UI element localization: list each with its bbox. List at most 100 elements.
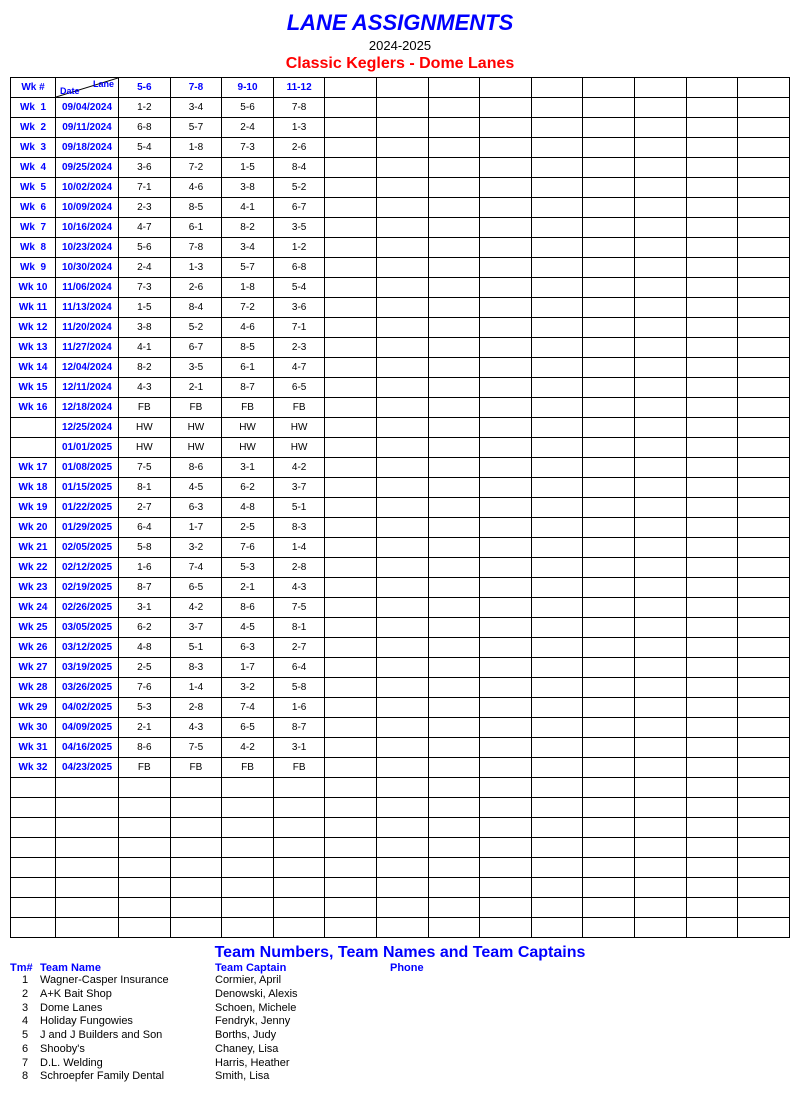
team-row: 8Schroepfer Family DentalSmith, Lisa xyxy=(10,1070,790,1084)
lane-cell: HW xyxy=(273,438,325,458)
lane-cell xyxy=(531,478,583,498)
wk-cell: Wk 12 xyxy=(11,318,56,338)
lane-cell xyxy=(738,538,790,558)
lane-cell xyxy=(480,438,532,458)
lane-cell xyxy=(531,398,583,418)
lane-cell xyxy=(480,98,532,118)
lane-cell xyxy=(635,338,687,358)
lane-cell: 6-3 xyxy=(170,498,222,518)
lane-cell xyxy=(325,458,377,478)
wk-cell: Wk 19 xyxy=(11,498,56,518)
empty-cell xyxy=(480,838,532,858)
empty-cell xyxy=(119,838,171,858)
lane-cell: 7-6 xyxy=(119,678,171,698)
lane-cell xyxy=(686,238,738,258)
lane-cell: 3-1 xyxy=(273,738,325,758)
lane-cell xyxy=(377,458,429,478)
lane-cell: 2-8 xyxy=(273,558,325,578)
lane-cell xyxy=(428,398,480,418)
lane-cell: 6-2 xyxy=(222,478,274,498)
empty-cell xyxy=(635,858,687,878)
lane-cell: 5-3 xyxy=(119,698,171,718)
lane-cell xyxy=(325,318,377,338)
empty-cell xyxy=(222,858,274,878)
team-captain: Harris, Heather xyxy=(215,1057,390,1071)
date-cell: 11/20/2024 xyxy=(56,318,119,338)
lane-cell xyxy=(377,498,429,518)
table-row: Wk 2503/05/20256-23-74-58-1 xyxy=(11,618,790,638)
lane-cell xyxy=(480,338,532,358)
lane-cell: 6-5 xyxy=(222,718,274,738)
empty-cell xyxy=(222,778,274,798)
lane-cell: FB xyxy=(222,398,274,418)
empty-cell xyxy=(273,798,325,818)
lane-cell: 3-6 xyxy=(273,298,325,318)
lane-cell xyxy=(686,738,738,758)
empty-cell xyxy=(273,838,325,858)
lane-cell xyxy=(635,378,687,398)
lane-cell: 4-2 xyxy=(273,458,325,478)
empty-cell xyxy=(428,898,480,918)
empty-cell xyxy=(170,818,222,838)
lane-cell: 2-7 xyxy=(119,498,171,518)
lane-cell: 7-3 xyxy=(222,138,274,158)
lane-cell xyxy=(428,598,480,618)
date-cell: 03/12/2025 xyxy=(56,638,119,658)
lane-cell: 7-2 xyxy=(170,158,222,178)
empty-cell xyxy=(222,898,274,918)
lane-cell xyxy=(635,118,687,138)
empty-cell xyxy=(583,898,635,918)
lane-cell xyxy=(635,518,687,538)
lane-cell xyxy=(531,298,583,318)
lane-cell xyxy=(480,278,532,298)
lane-cell xyxy=(325,738,377,758)
lane-cell: 7-4 xyxy=(222,698,274,718)
table-row-empty xyxy=(11,838,790,858)
empty-cell xyxy=(738,838,790,858)
lane-cell: 3-8 xyxy=(119,318,171,338)
lane-cell xyxy=(531,378,583,398)
lane-cell xyxy=(325,198,377,218)
wk-cell: Wk 14 xyxy=(11,358,56,378)
table-row: Wk 1512/11/20244-32-18-76-5 xyxy=(11,378,790,398)
table-row: Wk 309/18/20245-41-87-32-6 xyxy=(11,138,790,158)
header-empty xyxy=(686,78,738,98)
lane-cell: 7-8 xyxy=(170,238,222,258)
lane-cell xyxy=(325,418,377,438)
empty-cell xyxy=(222,818,274,838)
lane-cell: HW xyxy=(222,418,274,438)
lane-cell xyxy=(738,738,790,758)
table-row: Wk 2202/12/20251-67-45-32-8 xyxy=(11,558,790,578)
table-row: Wk 2001/29/20256-41-72-58-3 xyxy=(11,518,790,538)
teams-list: 1Wagner-Casper InsuranceCormier, April2A… xyxy=(10,974,790,1084)
lane-cell: 2-1 xyxy=(222,578,274,598)
lane-cell xyxy=(325,178,377,198)
table-row: Wk 2302/19/20258-76-52-14-3 xyxy=(11,578,790,598)
lane-cell xyxy=(480,698,532,718)
lane-cell xyxy=(738,658,790,678)
lane-cell xyxy=(325,238,377,258)
lane-cell xyxy=(377,638,429,658)
table-row-empty xyxy=(11,778,790,798)
lane-cell xyxy=(583,378,635,398)
lane-cell xyxy=(325,518,377,538)
empty-cell xyxy=(325,918,377,938)
empty-cell xyxy=(531,878,583,898)
lane-cell xyxy=(325,598,377,618)
lane-cell xyxy=(531,538,583,558)
lane-cell xyxy=(428,498,480,518)
lane-cell: 8-5 xyxy=(222,338,274,358)
lane-cell: 3-4 xyxy=(170,98,222,118)
lane-cell: 2-5 xyxy=(119,658,171,678)
lane-cell xyxy=(738,518,790,538)
lane-cell xyxy=(738,578,790,598)
header-empty xyxy=(377,78,429,98)
wk-cell xyxy=(11,438,56,458)
lane-cell: 1-3 xyxy=(170,258,222,278)
lane-cell xyxy=(686,318,738,338)
lane-cell: 7-5 xyxy=(170,738,222,758)
lane-cell: 5-8 xyxy=(119,538,171,558)
empty-cell xyxy=(325,778,377,798)
lane-cell xyxy=(738,158,790,178)
team-name: Dome Lanes xyxy=(40,1002,215,1016)
